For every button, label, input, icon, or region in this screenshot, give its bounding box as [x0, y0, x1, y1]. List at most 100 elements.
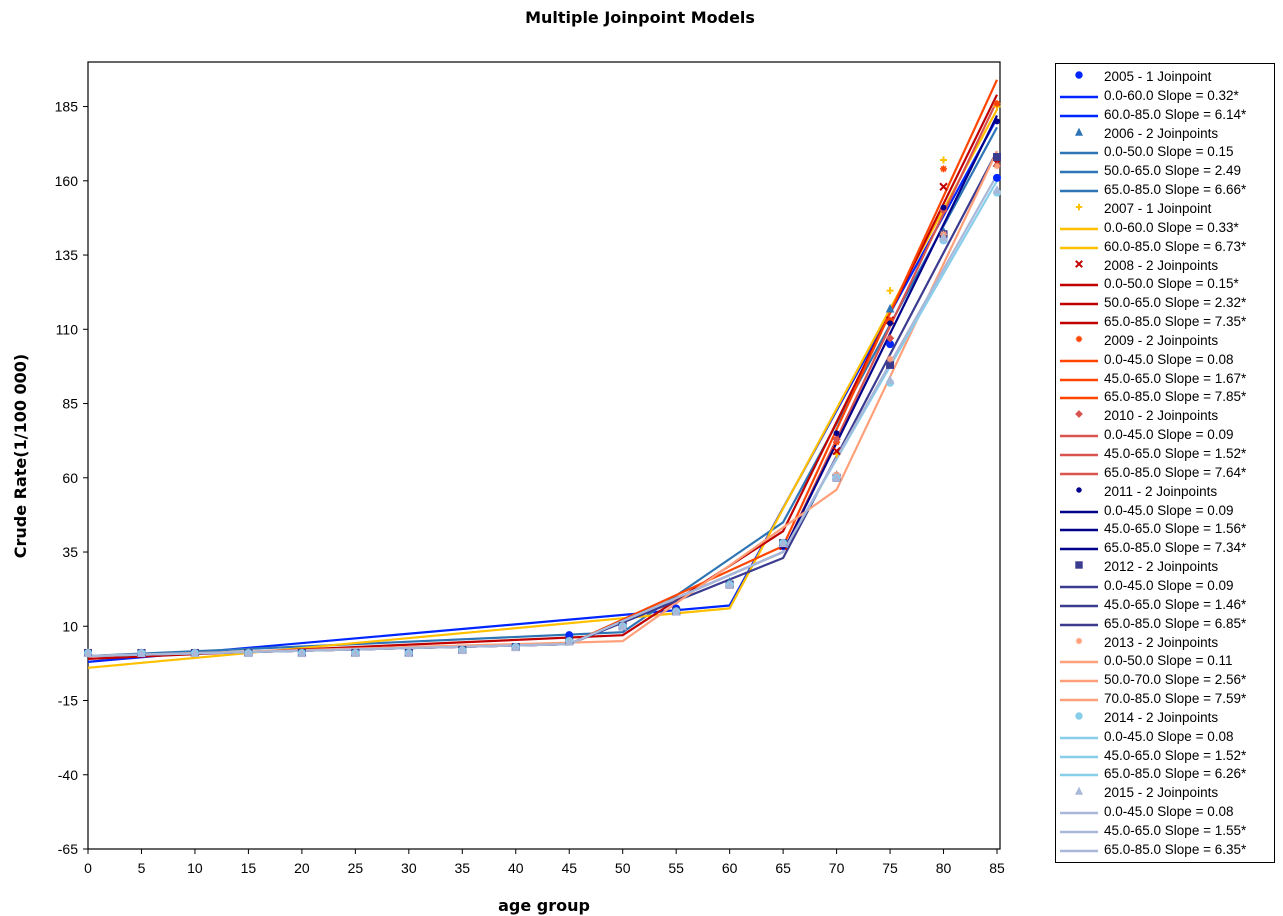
data-point: [1075, 203, 1083, 211]
legend-segment-entry: 45.0-65.0 Slope = 1.52*: [1056, 445, 1283, 463]
data-point: [404, 648, 414, 657]
data-point: [1075, 335, 1083, 343]
legend-segment-entry: 50.0-65.0 Slope = 2.49: [1056, 162, 1283, 180]
data-point: [832, 446, 841, 456]
legend-line-swatch: [1060, 227, 1098, 231]
x-tick-label: 0: [84, 860, 92, 876]
legend-label: 70.0-85.0 Slope = 7.59*: [1104, 691, 1247, 707]
x-tick-label: 65: [775, 860, 791, 876]
legend-line-swatch: [1060, 321, 1098, 325]
legend-line-swatch: [1060, 472, 1098, 476]
x-tick-label: 75: [882, 860, 898, 876]
legend-segment-entry: 0.0-50.0 Slope = 0.15*: [1056, 275, 1283, 293]
legend-series-header: 2013 - 2 Joinpoints: [1056, 634, 1283, 652]
data-point: [939, 232, 948, 242]
x-tick-label: 70: [829, 860, 845, 876]
legend-line-swatch: [1060, 152, 1098, 155]
y-tick-label: 160: [55, 173, 79, 189]
data-point: [993, 173, 1001, 182]
legend-line-swatch: [1060, 189, 1098, 193]
legend-label: 2006 - 2 Joinpoints: [1104, 125, 1219, 141]
data-point: [778, 538, 788, 548]
data-point: [885, 303, 895, 313]
y-tick-label: 135: [55, 247, 79, 263]
observed-markers: [83, 100, 1002, 658]
y-tick-label: 185: [55, 99, 79, 115]
x-tick-label: 30: [401, 860, 417, 876]
data-point: [511, 642, 521, 652]
legend-segment-entry: 0.0-50.0 Slope = 0.11: [1056, 652, 1283, 670]
legend-label: 0.0-45.0 Slope = 0.08: [1104, 351, 1234, 367]
legend-series-header: 2011 - 2 Joinpoints: [1056, 483, 1283, 501]
legend-segment-entry: 65.0-85.0 Slope = 6.66*: [1056, 181, 1283, 199]
data-point: [1075, 637, 1083, 644]
y-tick-label: 110: [56, 321, 79, 337]
legend-label: 0.0-60.0 Slope = 0.33*: [1104, 219, 1239, 235]
y-axis-ticks: -65 -40 -15 10 35 60 85 110 135 160 185: [55, 99, 88, 857]
y-tick-label: 60: [62, 470, 78, 486]
x-tick-label: 50: [615, 860, 631, 876]
legend-segment-entry: 0.0-50.0 Slope = 0.15: [1056, 143, 1283, 161]
chart-title: Multiple Joinpoint Models: [525, 8, 755, 27]
legend-label: 0.0-45.0 Slope = 0.08: [1104, 728, 1234, 744]
legend-segment-entry: 0.0-45.0 Slope = 0.09: [1056, 577, 1283, 595]
x-axis-ticks: 0 5 10 15 20 25 30 35 40 45 50 55 60 65 70 75 80 85: [84, 849, 1005, 876]
data-point: [190, 648, 200, 657]
x-tick-label: 60: [722, 860, 738, 876]
legend-line-swatch: [1060, 284, 1098, 287]
legend-label: 2005 - 1 Joinpoint: [1104, 69, 1212, 84]
data-point: [137, 648, 146, 657]
legend-line-swatch: [1060, 246, 1098, 249]
data-point: [297, 648, 307, 657]
y-tick-label: -15: [58, 693, 78, 709]
legend-line-swatch: [1060, 811, 1098, 815]
legend-series-header: 2014 - 2 Joinpoints: [1056, 709, 1283, 727]
legend-label: 2007 - 1 Joinpoint: [1104, 200, 1212, 216]
data-point: [618, 621, 628, 631]
legend-line-swatch: [1060, 397, 1098, 400]
legend-series-header: 2009 - 2 Joinpoints: [1056, 332, 1283, 350]
y-tick-label: 85: [62, 396, 78, 412]
legend-label: 0.0-45.0 Slope = 0.09: [1104, 427, 1234, 443]
legend-label: 2009 - 2 Joinpoints: [1104, 332, 1219, 348]
data-point: [1075, 712, 1083, 720]
legend-marker-swatch: [1075, 203, 1083, 211]
legend-marker-swatch: [1075, 259, 1083, 268]
legend-marker-swatch: [1075, 712, 1083, 720]
x-tick-label: 80: [936, 860, 952, 876]
x-tick-label: 35: [455, 860, 471, 876]
legend-line-swatch: [1060, 604, 1098, 608]
legend-segment-entry: 0.0-45.0 Slope = 0.09: [1056, 426, 1283, 444]
legend-line-swatch: [1060, 434, 1098, 438]
data-point: [1075, 561, 1083, 569]
legend-marker-swatch: [1075, 561, 1083, 569]
legend-series-header: 2010 - 2 Joinpoints: [1056, 407, 1283, 425]
legend-label: 50.0-65.0 Slope = 2.49: [1104, 163, 1241, 179]
legend-marker-swatch: [1075, 637, 1083, 644]
legend-series-header: 2007 - 1 Joinpoint: [1056, 200, 1283, 218]
legend-line-swatch: [1060, 378, 1098, 381]
legend-label: 50.0-70.0 Slope = 2.56*: [1104, 672, 1247, 688]
legend-line-swatch: [1060, 661, 1098, 664]
legend-label: 0.0-50.0 Slope = 0.15*: [1104, 276, 1239, 292]
legend-segment-entry: 45.0-65.0 Slope = 1.55*: [1056, 822, 1283, 840]
data-point: [993, 153, 1001, 162]
legend-line-swatch: [1060, 849, 1098, 853]
data-point: [83, 648, 93, 657]
legend-segment-entry: 45.0-65.0 Slope = 1.52*: [1056, 747, 1283, 765]
legend-label: 2014 - 2 Joinpoints: [1104, 709, 1219, 725]
legend-label: 2008 - 2 Joinpoints: [1104, 257, 1219, 273]
x-axis-title: age group: [498, 896, 590, 915]
legend-line-swatch: [1060, 302, 1098, 306]
data-point: [564, 636, 574, 646]
legend-marker-swatch: [1074, 127, 1084, 136]
legend-segment-entry: 65.0-85.0 Slope = 7.35*: [1056, 313, 1283, 331]
legend-label: 65.0-85.0 Slope = 7.85*: [1104, 389, 1247, 405]
legend-line-swatch: [1060, 830, 1098, 834]
legend-label: 45.0-65.0 Slope = 1.52*: [1104, 446, 1247, 461]
x-tick-label: 40: [508, 860, 524, 876]
legend-label: 60.0-85.0 Slope = 6.14*: [1104, 106, 1247, 122]
legend-label: 0.0-60.0 Slope = 0.32*: [1104, 87, 1239, 103]
data-point: [887, 320, 894, 327]
